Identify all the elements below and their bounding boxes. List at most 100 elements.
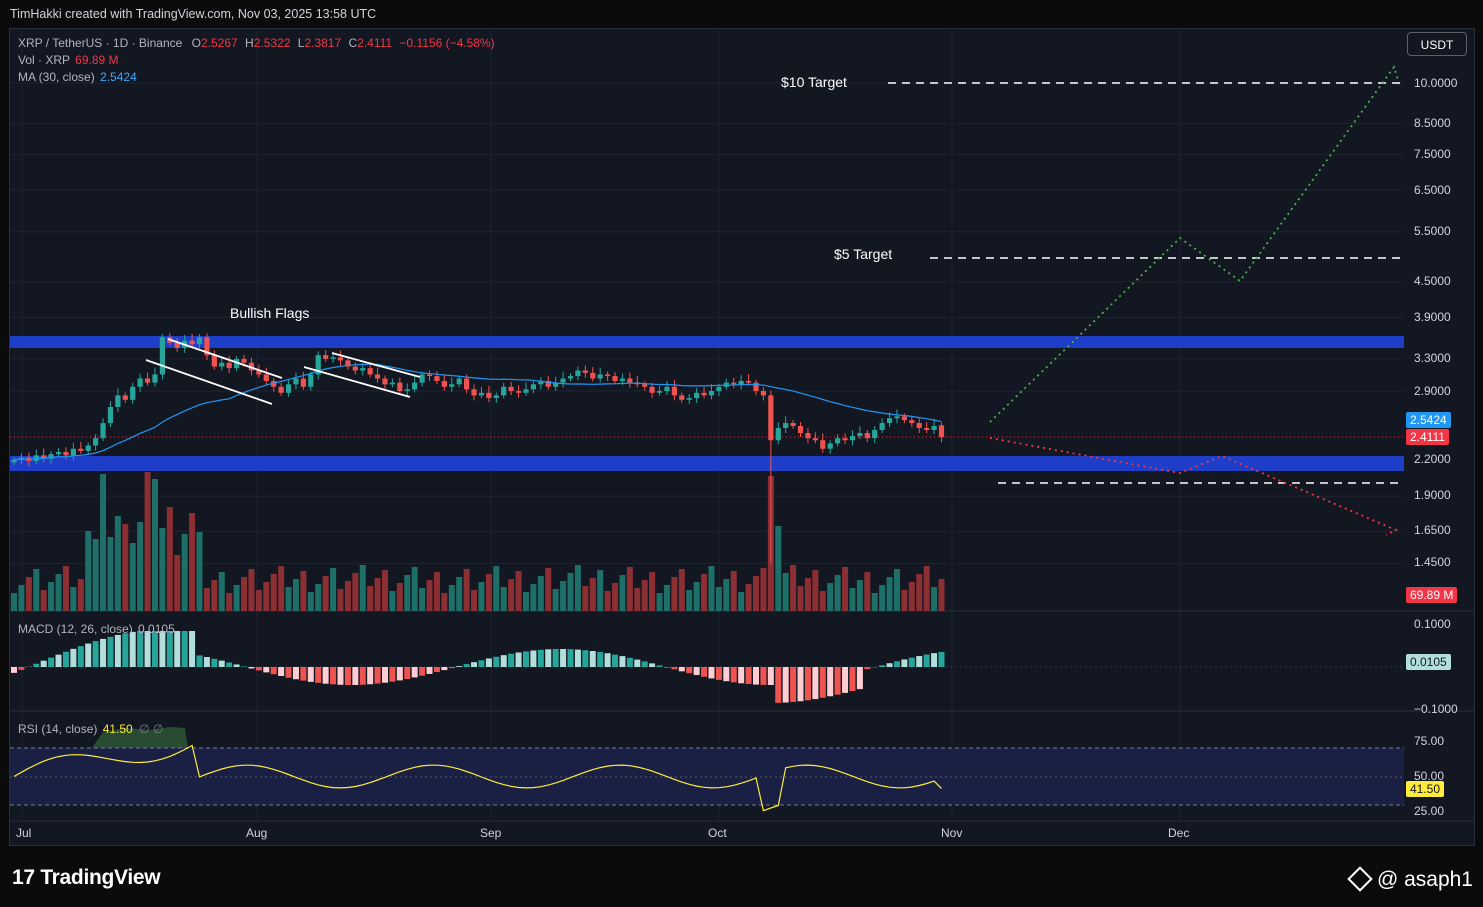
macd-bar (196, 655, 203, 667)
volume-bar (114, 516, 121, 611)
rsi-tag: 41.50 (1406, 781, 1445, 797)
macd-bar (181, 631, 188, 667)
volume-bar (901, 590, 908, 611)
candle-body (753, 382, 759, 392)
volume-legend[interactable]: Vol · XRP 69.89 M (18, 53, 119, 67)
candle-body (508, 386, 514, 392)
volume-bar (62, 566, 69, 611)
macd-bar (114, 634, 121, 667)
candle-body (538, 380, 544, 385)
ma-value: 2.5424 (100, 70, 137, 84)
macd-bar (864, 667, 871, 670)
volume-bar (760, 568, 767, 611)
macd-bar (849, 667, 856, 692)
candle-body (775, 427, 781, 441)
candle-body (708, 391, 715, 396)
candle-body (805, 433, 811, 439)
macd-bar (708, 667, 715, 679)
candle-body (70, 448, 76, 456)
macd-bar (693, 667, 700, 676)
volume-bar (619, 575, 626, 611)
macd-bar (901, 659, 908, 667)
macd-bar (545, 649, 552, 667)
currency-button[interactable]: USDT (1407, 32, 1467, 56)
macd-bar (916, 656, 923, 667)
volume-bar (545, 568, 552, 611)
candle-body (738, 380, 744, 385)
candle-body (567, 376, 574, 379)
candle-body (849, 436, 856, 441)
volume-bar (663, 585, 670, 611)
macd-bar (649, 663, 656, 667)
volume-bar (129, 543, 136, 611)
volume-bar (226, 593, 233, 611)
volume-bar (307, 592, 314, 611)
volume-bar (419, 588, 426, 611)
candle-body (337, 357, 344, 361)
macd-bar (389, 667, 396, 682)
candle-body (300, 378, 306, 387)
symbol-label[interactable]: XRP / TetherUS · 1D · Binance (18, 36, 183, 50)
candle-body (293, 378, 299, 385)
volume-bar (396, 583, 403, 611)
candle-body (426, 374, 433, 377)
volume-bars (11, 472, 945, 611)
price-tick: 5.5000 (1414, 224, 1451, 238)
macd-bar (493, 656, 500, 667)
candle-body (78, 448, 84, 451)
macd-bar (129, 631, 136, 667)
macd-bar (307, 667, 314, 682)
volume-bar (382, 570, 388, 611)
macd-bar (359, 667, 366, 685)
macd-bar (330, 667, 337, 685)
volume-bar (389, 591, 396, 611)
volume-bar (241, 577, 248, 611)
candle-body (382, 378, 388, 385)
volume-bar (456, 577, 463, 611)
ma-legend[interactable]: MA (30, close) 2.5424 (18, 70, 137, 84)
rsi-value: 41.50 (102, 722, 133, 736)
candle-body (582, 370, 588, 373)
macd-bar (641, 661, 648, 667)
macd-bar (879, 665, 886, 667)
volume-bar (515, 571, 522, 611)
macd-bar (278, 667, 285, 677)
macd-bar (485, 658, 492, 667)
candle-body (671, 386, 677, 396)
macd-bar (137, 631, 144, 667)
rsi-overbought-fill (92, 727, 188, 748)
macd-legend[interactable]: MACD (12, 26, close) 0.0105 (18, 622, 175, 636)
volume-bar (790, 565, 797, 611)
macd-bar (92, 641, 99, 667)
candle-body (501, 386, 507, 396)
macd-bar (923, 654, 930, 667)
volume-bar (708, 566, 715, 611)
candle-body (449, 384, 455, 387)
macd-bar (686, 667, 693, 674)
macd-tag: 0.0105 (1406, 654, 1451, 670)
volume-bar (263, 582, 270, 611)
tradingview-logo[interactable]: 17 TradingView (12, 866, 161, 889)
close-price-tag: 2.4111 (1406, 429, 1449, 445)
macd-bar (738, 667, 745, 684)
candle-body (478, 392, 485, 396)
macd-bar (471, 662, 478, 667)
candle-body (642, 384, 648, 387)
rsi-legend[interactable]: RSI (14, close) 41.50 ∅ ∅ (18, 722, 164, 736)
macd-value: 0.0105 (138, 622, 175, 636)
macd-bar (77, 646, 84, 667)
ma-price-tag: 2.5424 (1406, 412, 1451, 428)
volume-bar (300, 571, 307, 611)
candle-body (612, 376, 618, 381)
macd-bar (515, 652, 522, 667)
macd-bar (48, 657, 55, 667)
candle-body (842, 438, 848, 441)
volume-bar (278, 566, 285, 611)
candle-body (63, 452, 69, 456)
volume-bar (11, 593, 17, 611)
candle-body (731, 382, 737, 385)
volume-bar (441, 593, 448, 611)
volume-bar (745, 584, 752, 611)
macd-bar (819, 667, 826, 698)
